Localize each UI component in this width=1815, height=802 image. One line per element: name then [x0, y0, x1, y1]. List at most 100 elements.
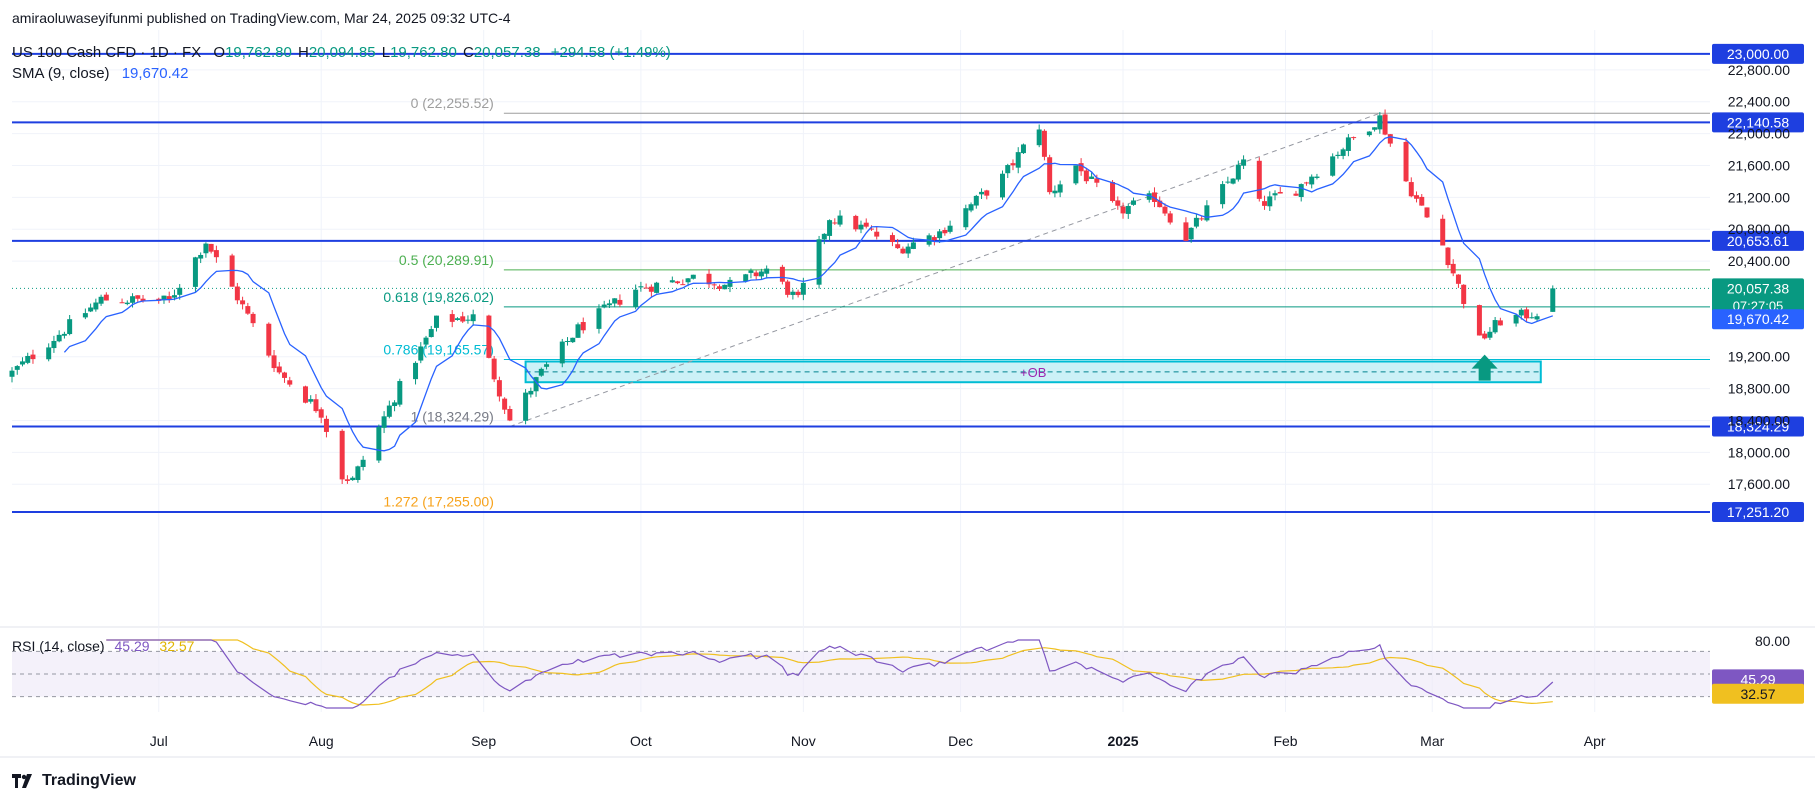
candle: [1408, 177, 1414, 198]
candle: [449, 310, 455, 328]
candle-body: [1513, 314, 1519, 324]
candle-body: [203, 243, 209, 254]
candle-body: [1492, 320, 1498, 333]
candle: [51, 335, 57, 353]
candle-body: [648, 286, 654, 292]
sma-legend[interactable]: SMA (9, close) 19,670.42: [12, 65, 190, 82]
tradingview-brand[interactable]: TradingView: [12, 772, 136, 790]
x-tick-label: Sep: [471, 733, 496, 749]
candle-body: [434, 315, 439, 328]
candle-body: [544, 364, 550, 367]
candle: [14, 365, 20, 375]
candle: [669, 276, 675, 283]
candle-body: [1094, 178, 1100, 183]
price-tag-text: 19,670.42: [1727, 311, 1789, 327]
candle: [1377, 112, 1383, 134]
candle-body: [1188, 227, 1194, 240]
candle-body: [1183, 222, 1189, 241]
candle-body: [612, 298, 618, 304]
candle-body: [1529, 317, 1535, 319]
candle-body: [837, 215, 843, 225]
candle-body: [46, 347, 52, 360]
candle-body: [1450, 263, 1456, 274]
candle-body: [858, 224, 864, 230]
candle-body: [454, 318, 460, 321]
y-tick-label: 22,800.00: [1728, 62, 1790, 78]
candle-body: [675, 281, 681, 284]
candle-body: [606, 303, 612, 306]
candle: [386, 400, 392, 419]
candle-body: [973, 195, 979, 206]
candle: [837, 210, 843, 227]
candle: [355, 465, 361, 483]
candle: [350, 476, 356, 481]
candle-body: [502, 398, 508, 410]
candle-body: [240, 300, 246, 305]
candle-body: [1366, 131, 1372, 136]
candle: [266, 322, 272, 358]
candle-body: [1225, 181, 1231, 183]
candle: [565, 337, 571, 346]
candle: [643, 283, 649, 289]
candle-body: [61, 333, 67, 336]
candle: [1125, 203, 1131, 219]
candle: [1115, 196, 1121, 210]
candle-body: [1162, 206, 1168, 214]
candle: [931, 235, 937, 246]
candle-body: [1524, 309, 1530, 319]
candle-body: [1167, 213, 1173, 223]
candle: [88, 303, 94, 313]
candle: [470, 309, 476, 326]
candle-body: [717, 286, 722, 289]
candle-body: [302, 386, 308, 403]
candle: [779, 264, 785, 285]
candle-body: [313, 399, 319, 412]
x-tick-label: Dec: [948, 733, 973, 749]
candle-body: [56, 334, 62, 342]
symbol-name: US 100 Cash CFD · 1D · FX: [12, 44, 202, 61]
candle-body: [764, 268, 770, 274]
candle: [874, 226, 880, 240]
candle: [491, 355, 497, 383]
candle: [1020, 143, 1026, 154]
candle-body: [386, 405, 392, 417]
candle: [790, 289, 796, 300]
price-tag: [1712, 309, 1804, 330]
candle-body: [381, 416, 387, 428]
candle-body: [282, 372, 288, 378]
candle-body: [1518, 309, 1524, 316]
candle: [1057, 180, 1063, 198]
candle: [397, 378, 403, 407]
sma-label: SMA (9, close): [12, 65, 110, 82]
candle: [313, 394, 319, 413]
candle: [1146, 190, 1152, 203]
candle-body: [1309, 176, 1315, 185]
rsi-legend[interactable]: RSI (14, close) 45.29 32.57: [12, 638, 196, 654]
candle-body: [470, 314, 476, 322]
candle: [124, 300, 130, 306]
candle: [937, 229, 943, 244]
candle: [1524, 307, 1530, 322]
fib-label-0: 0 (22,255.52): [411, 95, 494, 111]
candle-body: [895, 244, 901, 249]
y-tick-label: 18,800.00: [1728, 381, 1790, 397]
level-tag-text: 23,000.00: [1727, 46, 1789, 62]
fib-label-0.5: 0.5 (20,289.91): [399, 252, 494, 268]
candle: [868, 225, 874, 231]
candle-body: [685, 278, 691, 283]
candle-body: [1078, 163, 1084, 172]
candle: [465, 315, 471, 324]
candle-body: [1000, 173, 1005, 198]
candle: [1162, 203, 1168, 216]
candle: [67, 314, 73, 336]
candle-body: [596, 308, 602, 329]
candle-body: [245, 306, 251, 314]
candle: [339, 429, 345, 484]
candle: [1041, 129, 1047, 161]
candle: [9, 367, 15, 383]
candle: [1078, 158, 1084, 176]
candle: [947, 220, 953, 234]
fib-label-1.272: 1.272 (17,255.00): [383, 494, 494, 510]
